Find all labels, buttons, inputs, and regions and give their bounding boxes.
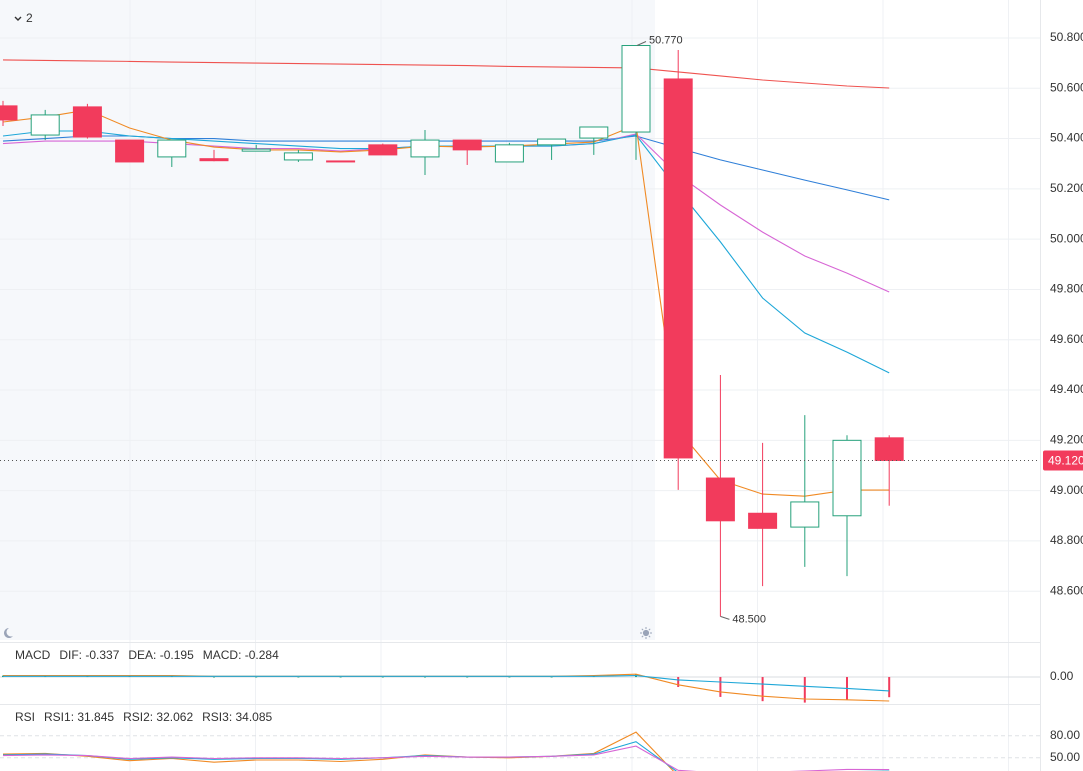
- histogram-bar: [719, 677, 722, 697]
- y-tick-label: 49.800: [1050, 282, 1083, 296]
- min-label: 48.500: [732, 613, 766, 625]
- candle-body: [326, 160, 356, 163]
- y-tick-label: 50.400: [1050, 131, 1083, 145]
- y-tick-label: 50.200: [1050, 181, 1083, 195]
- last-price-label: 49.120: [1048, 454, 1083, 468]
- y-tick-label: 49.200: [1050, 433, 1083, 447]
- candle-body: [283, 152, 313, 161]
- candle-body: [621, 45, 651, 133]
- histogram-bar: [888, 677, 891, 698]
- candle-body: [368, 144, 398, 156]
- legend-label: DIF: -0.337: [59, 648, 119, 662]
- histogram-bar: [339, 677, 342, 678]
- sun-icon: [640, 627, 652, 639]
- histogram-bar: [297, 677, 300, 678]
- max-leader: [636, 41, 647, 46]
- candle-body: [157, 139, 187, 158]
- candle-body: [115, 139, 145, 163]
- y-tick-label: 80.00: [1050, 728, 1080, 742]
- legend-label: RSI2: 32.062: [123, 710, 193, 724]
- candle-body: [579, 126, 609, 139]
- candle-body: [72, 106, 102, 138]
- histogram-bar: [255, 677, 258, 678]
- indicator-line: [2, 745, 890, 771]
- y-tick-label: 49.600: [1050, 332, 1083, 346]
- toolbar-toggle[interactable]: 2: [14, 11, 33, 25]
- candle-body: [874, 437, 904, 461]
- histogram-bar: [466, 677, 469, 678]
- candle-body: [494, 144, 524, 163]
- candle-body: [537, 138, 567, 146]
- legend-label: DEA: -0.195: [128, 648, 194, 662]
- indicator-line: [2, 109, 890, 497]
- histogram-bar: [677, 677, 680, 687]
- y-tick-label: 50.000: [1050, 231, 1083, 245]
- legend-label: RSI1: 31.845: [44, 710, 114, 724]
- y-tick-label: 50.800: [1050, 30, 1083, 44]
- candle-body: [832, 439, 862, 517]
- y-tick-label: 50.600: [1050, 80, 1083, 94]
- y-tick-label: 48.800: [1050, 533, 1083, 547]
- indicator-line: [3, 673, 890, 702]
- histogram-bar: [803, 677, 806, 703]
- candle-body: [705, 477, 735, 522]
- indicator-line: [3, 675, 890, 692]
- candle-body: [410, 139, 440, 158]
- histogram-bar: [424, 677, 426, 678]
- legend-label: MACD: -0.284: [203, 648, 279, 662]
- histogram-bar: [213, 677, 215, 678]
- candle-body: [790, 501, 820, 528]
- y-tick-label: 49.400: [1050, 382, 1083, 396]
- plot-area: [2, 673, 891, 703]
- plot-area: [2, 731, 890, 771]
- legend-label: RSI: [15, 710, 35, 724]
- candle-body: [663, 78, 693, 459]
- legend-label: MACD: [15, 648, 51, 662]
- y-tick-label: 48.600: [1050, 583, 1083, 597]
- last-price-tag: [1043, 450, 1083, 471]
- min-leader: [720, 615, 730, 620]
- candle-body: [748, 512, 778, 529]
- plot-area: [0, 45, 904, 617]
- moon-icon: [4, 628, 14, 638]
- candle-body: [241, 148, 271, 152]
- chevron-icon: [14, 16, 22, 21]
- y-tick-label: 0.00: [1050, 669, 1074, 683]
- legend-label: RSI3: 34.085: [202, 710, 272, 724]
- indicator-line: [2, 731, 890, 771]
- histogram-bar: [761, 677, 764, 702]
- max-label: 50.770: [649, 34, 683, 46]
- histogram-bar: [381, 677, 384, 678]
- y-tick-label: 49.000: [1050, 483, 1083, 497]
- indicator-line: [2, 59, 890, 89]
- session-shade: [0, 0, 655, 640]
- toolbar-count[interactable]: 2: [26, 11, 33, 25]
- histogram-bar: [550, 677, 553, 678]
- candle-body: [0, 105, 18, 121]
- candle-body: [452, 139, 482, 151]
- candle-body: [199, 158, 229, 162]
- candle-body: [30, 114, 60, 136]
- histogram-bar: [508, 677, 511, 678]
- y-tick-label: 50.00: [1050, 750, 1080, 764]
